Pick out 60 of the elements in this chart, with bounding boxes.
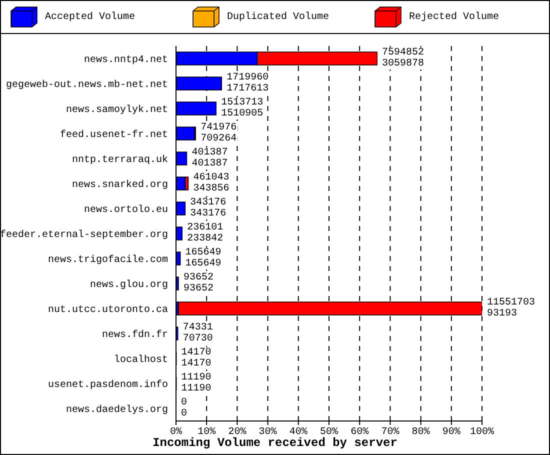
annotation: 1719960 (226, 72, 269, 84)
annotation: 11190 (181, 372, 212, 384)
annotation: 93652 (183, 284, 214, 294)
annotation: 233842 (187, 234, 224, 244)
y-tick-label: news.fdn.fr (102, 329, 168, 342)
y-tick-label: news.glou.org (90, 279, 168, 292)
y-tick-label: usenet.pasdenom.info (48, 379, 168, 392)
annotation: 165649 (185, 258, 222, 270)
y-tick-label: news.ortolo.eu (84, 204, 168, 216)
x-tick-label: 0% (170, 427, 182, 438)
annotation: 7594852 (382, 48, 424, 58)
x-tick-label: 60% (350, 427, 369, 438)
annotation: 343856 (193, 184, 230, 194)
annotation: 709264 (200, 134, 237, 144)
y-tick-label: feed.usenet-fr.net (60, 129, 168, 142)
y-tick-label: news.nntp4.net (84, 55, 168, 66)
y-tick-label: nut.utcc.utoronto.ca (48, 305, 168, 316)
annotation: 11551703 (487, 298, 536, 308)
legend-label: Accepted Volume (45, 12, 136, 22)
annotation: 343176 (190, 208, 226, 220)
y-tick-label: news.snarked.org (72, 179, 168, 192)
x-tick-label: 90% (442, 427, 460, 438)
annotation: 0 (181, 408, 188, 420)
y-tick-label: news.trigofacile.com (48, 254, 168, 266)
y-tick-label: news.daedelys.org (66, 404, 168, 416)
y-tick-label: gegeweb-out.news.mb-net.net (6, 79, 168, 92)
x-tick-label: 30% (258, 427, 277, 438)
annotation: 14170 (181, 358, 212, 370)
annotation: 165649 (185, 248, 222, 258)
annotation: 11190 (181, 384, 212, 394)
annotation: 1513713 (221, 98, 264, 108)
x-tick-label: 50% (320, 427, 338, 438)
y-tick-label: localhost (114, 354, 168, 366)
annotation: 741976 (200, 122, 237, 134)
y-tick-label: feeder.eternal-september.org (0, 229, 168, 242)
annotation: 14170 (181, 348, 212, 358)
x-tick-label: 10% (198, 427, 216, 438)
annotation: 236101 (187, 222, 224, 234)
annotation: 93652 (183, 272, 214, 284)
x-tick-label: 70% (381, 427, 400, 438)
legend-label: Duplicated Volume (227, 12, 330, 22)
y-tick-label: nntp.terraraq.uk (72, 154, 168, 166)
x-tick-label: 20% (228, 427, 246, 438)
x-tick-label: 80% (412, 427, 430, 438)
annotation: 3059878 (382, 58, 424, 70)
annotation: 70730 (182, 334, 213, 344)
annotation: 1717613 (226, 84, 269, 94)
legend-label: Rejected Volume (409, 12, 500, 22)
x-tick-label: 100% (470, 427, 494, 438)
y-tick-label: news.samoylyk.net (66, 104, 168, 116)
annotation: 343176 (190, 198, 226, 208)
annotation: 74331 (182, 322, 213, 334)
annotation: 401387 (192, 158, 228, 170)
annotation: 0 (181, 398, 188, 408)
x-axis-title: Incoming Volume received by server (152, 436, 398, 450)
x-tick-label: 40% (289, 427, 308, 438)
annotation: 461043 (193, 172, 230, 184)
annotation: 93193 (487, 308, 518, 320)
annotation: 401387 (192, 148, 228, 158)
annotation: 1510905 (221, 108, 264, 120)
